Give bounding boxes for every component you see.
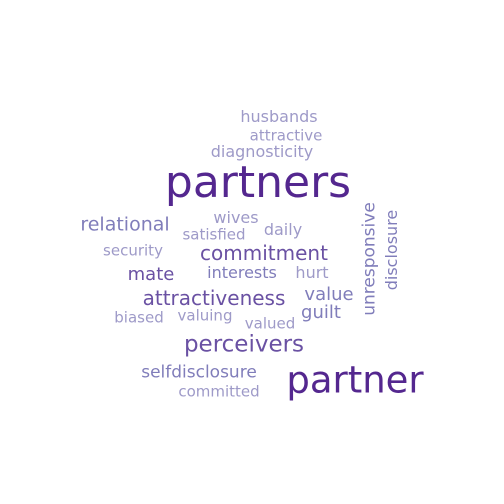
- word-security: security: [103, 241, 163, 260]
- word-mate: mate: [127, 264, 175, 285]
- word-attractiveness: attractiveness: [142, 286, 286, 310]
- word-biased: biased: [114, 308, 164, 327]
- word-guilt: guilt: [301, 302, 341, 323]
- word-commitment: commitment: [200, 241, 328, 265]
- word-valuing: valuing: [177, 306, 233, 325]
- word-unresponsive: unresponsive: [359, 202, 380, 316]
- word-disclosure: disclosure: [382, 209, 401, 291]
- word-value: value: [304, 284, 354, 305]
- word-valued: valued: [244, 314, 296, 333]
- word-diagnosticity: diagnosticity: [210, 142, 314, 161]
- word-relational: relational: [80, 213, 170, 236]
- word-perceivers: perceivers: [183, 331, 305, 358]
- word-satisfied: satisfied: [182, 225, 246, 244]
- word-partner: partner: [286, 358, 424, 402]
- word-daily: daily: [263, 220, 303, 239]
- word-wives: wives: [213, 208, 259, 227]
- word-hurt: hurt: [295, 263, 329, 282]
- word-selfdisclosure: selfdisclosure: [141, 362, 257, 383]
- word-interests: interests: [207, 263, 277, 282]
- word-husbands: husbands: [240, 107, 318, 126]
- word-attractive: attractive: [249, 126, 323, 145]
- word-partners: partners: [164, 157, 352, 208]
- word-committed: committed: [178, 382, 260, 401]
